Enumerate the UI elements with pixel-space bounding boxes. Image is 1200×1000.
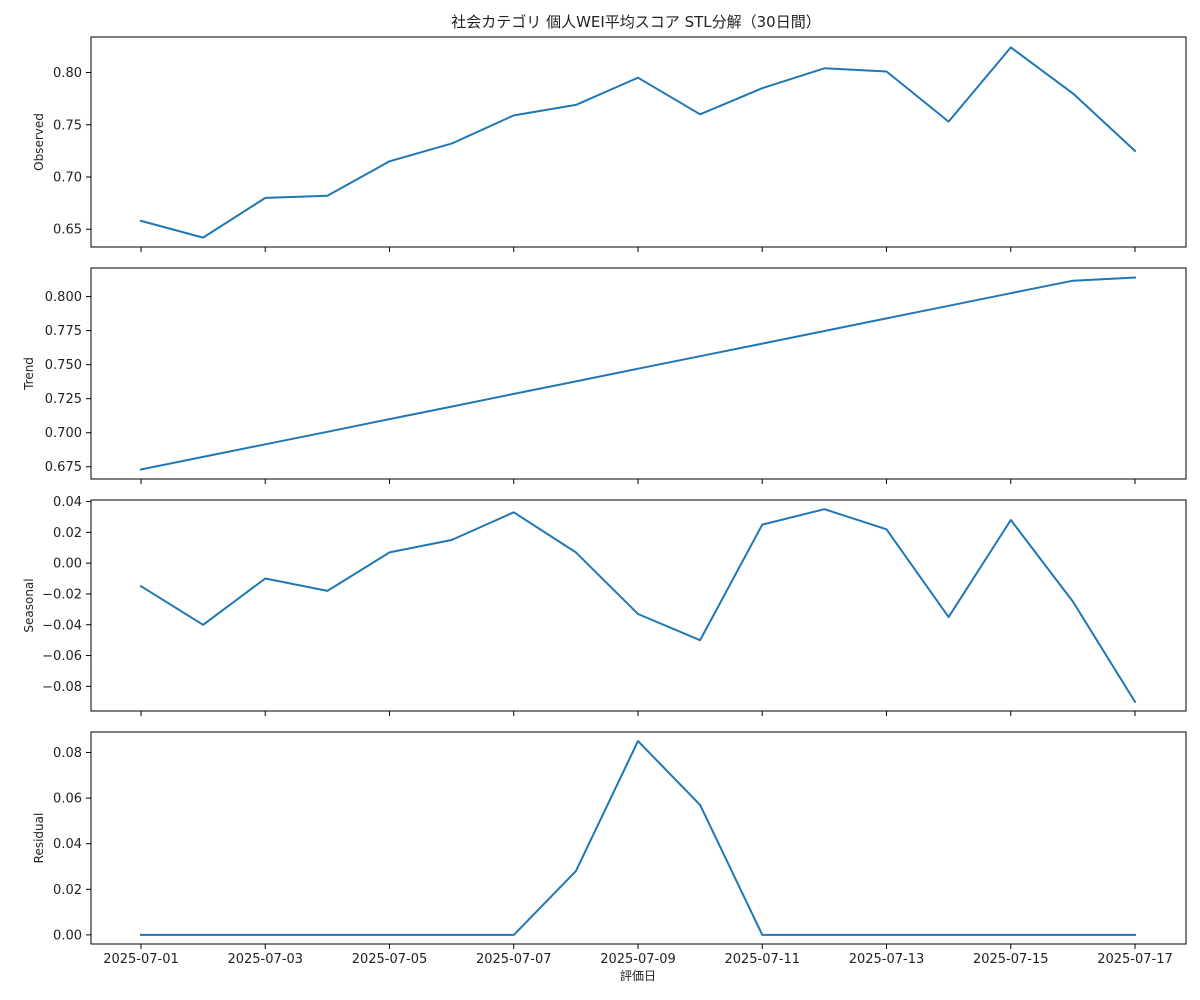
x-tick-label: 2025-07-17: [1097, 952, 1173, 967]
y-tick-label: −0.08: [42, 680, 82, 695]
y-axis-label: Observed: [32, 113, 46, 171]
panels-group: 0.650.700.750.80Observed0.6750.7000.7250…: [22, 36, 1187, 967]
y-tick-label: −0.04: [42, 618, 82, 633]
y-tick-label: 0.750: [45, 358, 82, 373]
y-tick-label: 0.800: [45, 290, 82, 305]
panel-trend: 0.675 0.700 0.725 0.750 0.775 0.800 Trend: [22, 267, 1187, 484]
x-tick-label: 2025-07-13: [849, 952, 925, 967]
y-axis-label: Seasonal: [22, 578, 36, 632]
y-tick-label: 0.775: [45, 324, 82, 339]
chart-title: 社会カテゴリ 個人WEI平均スコア STL分解（30日間）: [451, 13, 820, 31]
panel-observed: 0.65 0.70 0.75 0.80 Observed: [32, 36, 1187, 252]
y-tick-label: 0.725: [45, 392, 82, 407]
y-tick-label: 0.04: [53, 837, 82, 852]
y-tick-label: 0.08: [53, 746, 82, 761]
y-tick-label: 0.02: [53, 883, 82, 898]
y-tick-label: 0.00: [53, 557, 82, 572]
y-tick-label: 0.675: [45, 460, 82, 475]
x-tick-label: 2025-07-09: [600, 952, 676, 967]
y-tick-label: 0.02: [53, 526, 82, 541]
x-tick-label: 2025-07-11: [724, 952, 800, 967]
panel-residual: 0.00 0.02 0.04 0.06 0.08 Residual 2025-07-01 20…: [32, 731, 1187, 967]
y-tick-label: 0.70: [53, 171, 82, 186]
x-tick-label: 2025-07-07: [476, 952, 552, 967]
y-tick-label: 0.06: [53, 792, 82, 807]
y-tick-label: 0.80: [53, 66, 82, 81]
y-tick-label: −0.02: [42, 587, 82, 602]
y-tick-label: 0.00: [53, 928, 82, 943]
y-tick-label: 0.04: [53, 495, 82, 510]
series-line-observed: [139, 46, 1137, 239]
x-tick-label: 2025-07-05: [352, 952, 428, 967]
y-axis-label: Residual: [32, 813, 46, 864]
x-tick-label: 2025-07-03: [227, 952, 303, 967]
series-line-seasonal: [139, 508, 1137, 704]
x-tick-label: 2025-07-01: [103, 952, 179, 967]
panel-seasonal: −0.08 −0.06 −0.04 −0.02 0.00 0.02 0.04 Seasonal: [22, 495, 1187, 716]
y-axis-label: Trend: [22, 357, 36, 391]
x-tick-label: 2025-07-15: [973, 952, 1049, 967]
y-tick-label: 0.75: [53, 118, 82, 133]
y-tick-label: −0.06: [42, 649, 82, 664]
y-tick-label: 0.700: [45, 426, 82, 441]
y-tick-label: 0.65: [53, 223, 82, 238]
series-line-residual: [140, 740, 1136, 936]
series-line-trend: [139, 276, 1137, 471]
x-axis-label: 評価日: [620, 968, 656, 983]
